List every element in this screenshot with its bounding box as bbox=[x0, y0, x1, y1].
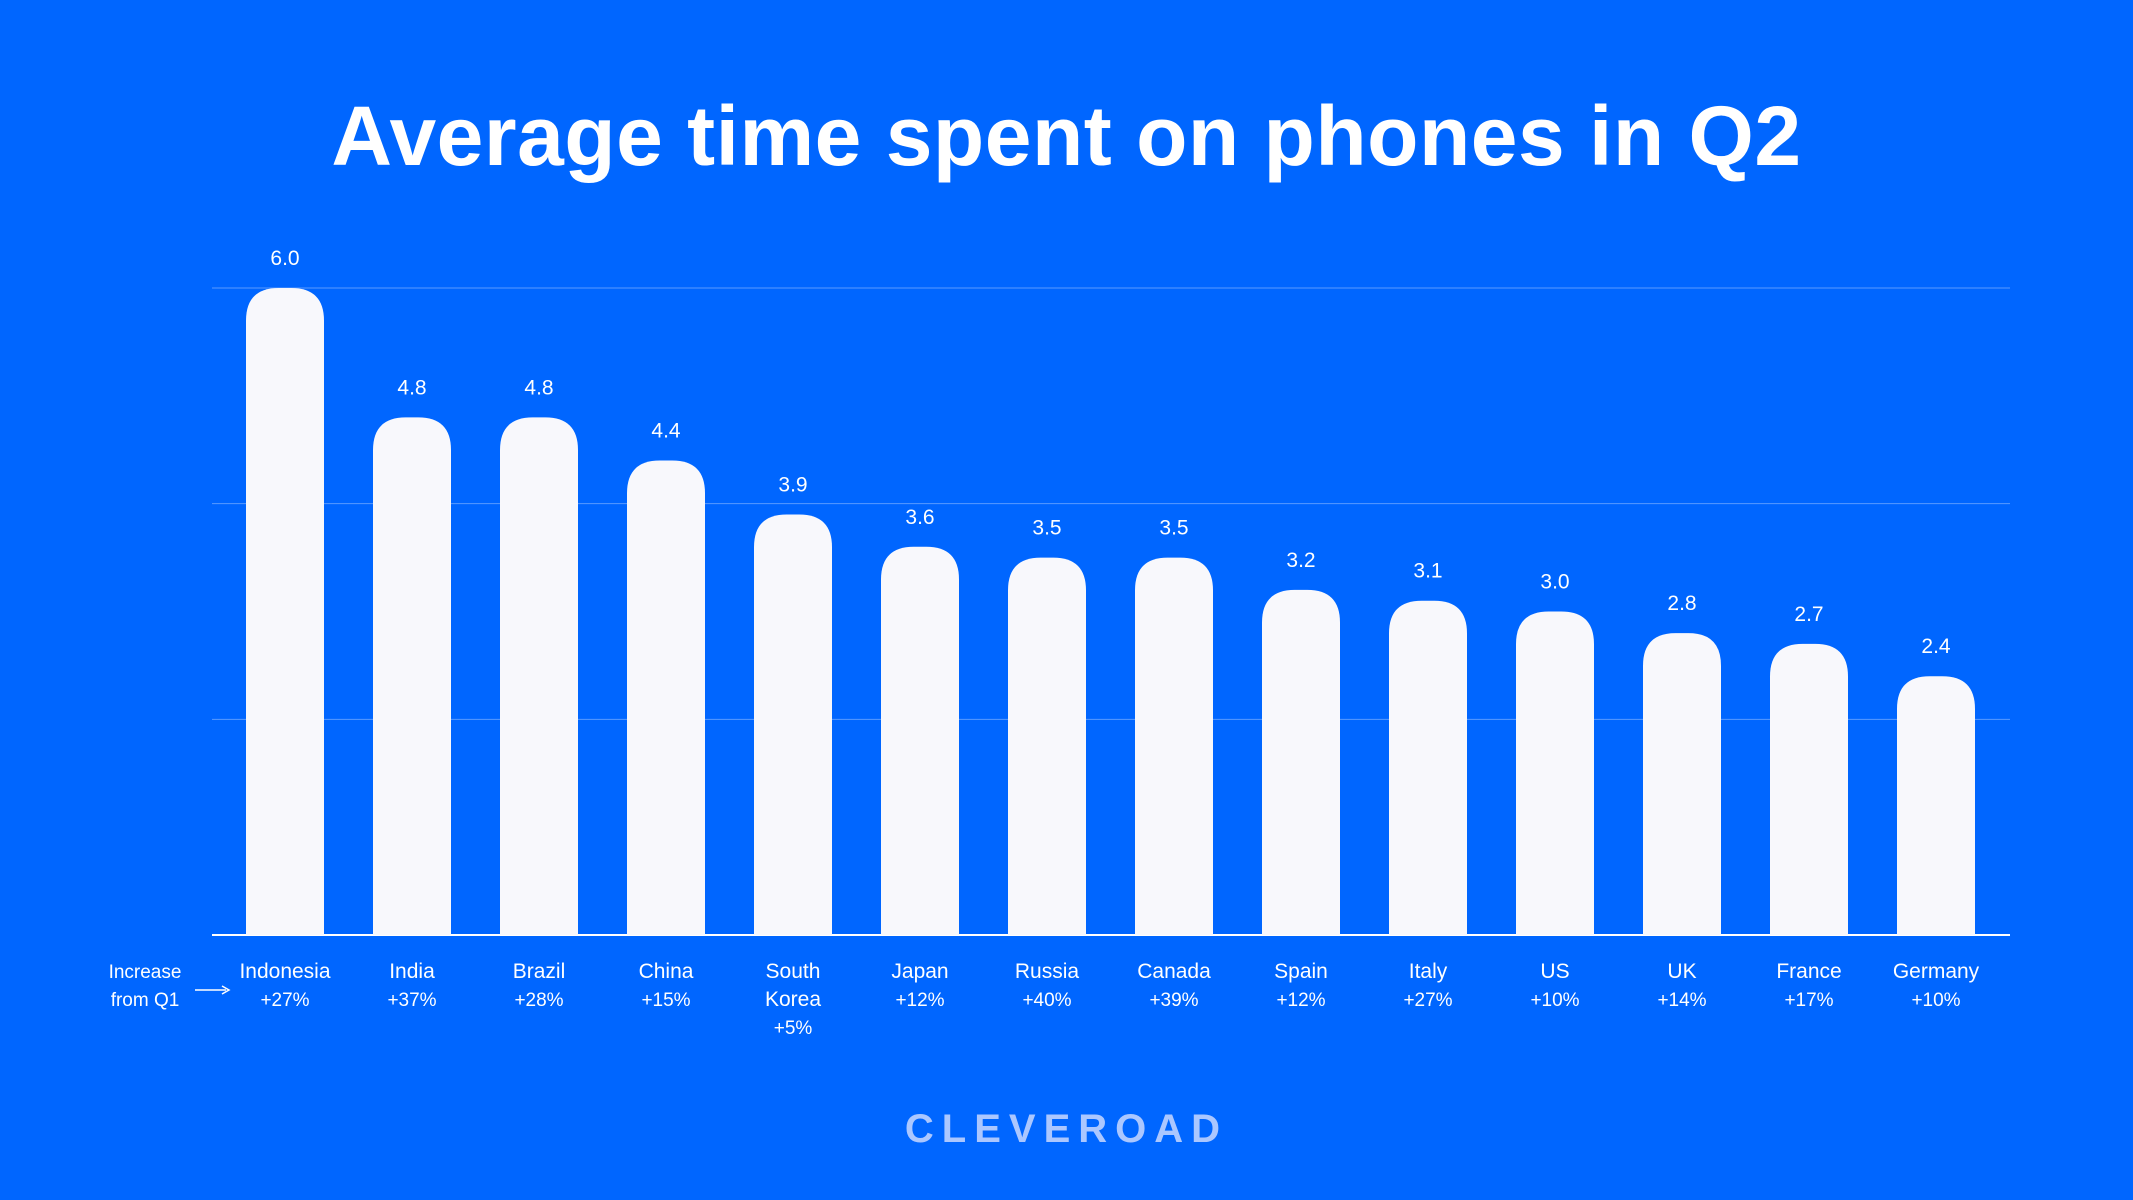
value-label: 3.6 bbox=[905, 506, 934, 529]
category-label: Japan bbox=[891, 960, 948, 983]
value-label: 4.8 bbox=[524, 376, 553, 399]
bar-south-korea bbox=[754, 514, 832, 935]
increase-label: +28% bbox=[514, 990, 563, 1011]
category-label: Russia bbox=[1015, 960, 1080, 983]
bar-brazil bbox=[500, 417, 578, 935]
chart-title: Average time spent on phones in Q2 bbox=[331, 89, 1802, 183]
value-label: 4.8 bbox=[397, 376, 426, 399]
bar-indonesia bbox=[246, 288, 324, 935]
bar-spain bbox=[1262, 589, 1340, 935]
value-label: 4.4 bbox=[651, 420, 681, 443]
increase-label: +15% bbox=[641, 990, 690, 1011]
bar-germany bbox=[1897, 676, 1975, 935]
category-label: China bbox=[639, 960, 694, 983]
increase-label: +5% bbox=[774, 1018, 813, 1039]
increase-row-label: from Q1 bbox=[111, 990, 180, 1011]
category-label: Germany bbox=[1893, 960, 1980, 983]
increase-label: +12% bbox=[895, 990, 944, 1011]
increase-label: +10% bbox=[1530, 990, 1579, 1011]
category-label: Italy bbox=[1409, 960, 1448, 983]
category-label: Spain bbox=[1274, 960, 1328, 983]
increase-label: +37% bbox=[387, 990, 436, 1011]
arrow-right-icon bbox=[221, 985, 231, 995]
value-label: 3.5 bbox=[1032, 517, 1061, 540]
bar-japan bbox=[881, 546, 959, 935]
category-label: Brazil bbox=[513, 960, 566, 983]
bar-france bbox=[1770, 643, 1848, 935]
increase-row-label: Increase bbox=[109, 962, 182, 983]
value-label: 2.8 bbox=[1667, 592, 1696, 615]
value-label: 3.5 bbox=[1159, 517, 1188, 540]
value-label: 3.1 bbox=[1413, 560, 1442, 583]
category-label: UK bbox=[1667, 960, 1696, 983]
category-label: South bbox=[766, 960, 821, 983]
value-label: 2.4 bbox=[1921, 635, 1951, 658]
value-label: 2.7 bbox=[1794, 603, 1823, 626]
increase-label: +40% bbox=[1022, 990, 1071, 1011]
bar-china bbox=[627, 460, 705, 935]
bar-us bbox=[1516, 611, 1594, 935]
value-label: 3.2 bbox=[1286, 549, 1315, 572]
increase-label: +14% bbox=[1657, 990, 1706, 1011]
category-label: India bbox=[389, 960, 435, 983]
increase-label: +39% bbox=[1149, 990, 1198, 1011]
category-label: France bbox=[1776, 960, 1841, 983]
value-label: 6.0 bbox=[270, 247, 299, 270]
category-label: Canada bbox=[1137, 960, 1211, 983]
value-label: 3.0 bbox=[1540, 571, 1569, 594]
increase-label: +12% bbox=[1276, 990, 1325, 1011]
category-label: US bbox=[1540, 960, 1569, 983]
bar-uk bbox=[1643, 633, 1721, 935]
increase-label: +27% bbox=[1403, 990, 1452, 1011]
category-label: Korea bbox=[765, 988, 821, 1011]
value-label: 3.9 bbox=[778, 473, 807, 496]
bar-india bbox=[373, 417, 451, 935]
bar-italy bbox=[1389, 600, 1467, 935]
bar-russia bbox=[1008, 557, 1086, 935]
bar-canada bbox=[1135, 557, 1213, 935]
increase-label: +10% bbox=[1911, 990, 1960, 1011]
increase-label: +17% bbox=[1784, 990, 1833, 1011]
cleveroad-logo: CLEVEROAD bbox=[904, 1107, 1229, 1151]
category-label: Indonesia bbox=[239, 960, 330, 983]
increase-label: +27% bbox=[260, 990, 309, 1011]
